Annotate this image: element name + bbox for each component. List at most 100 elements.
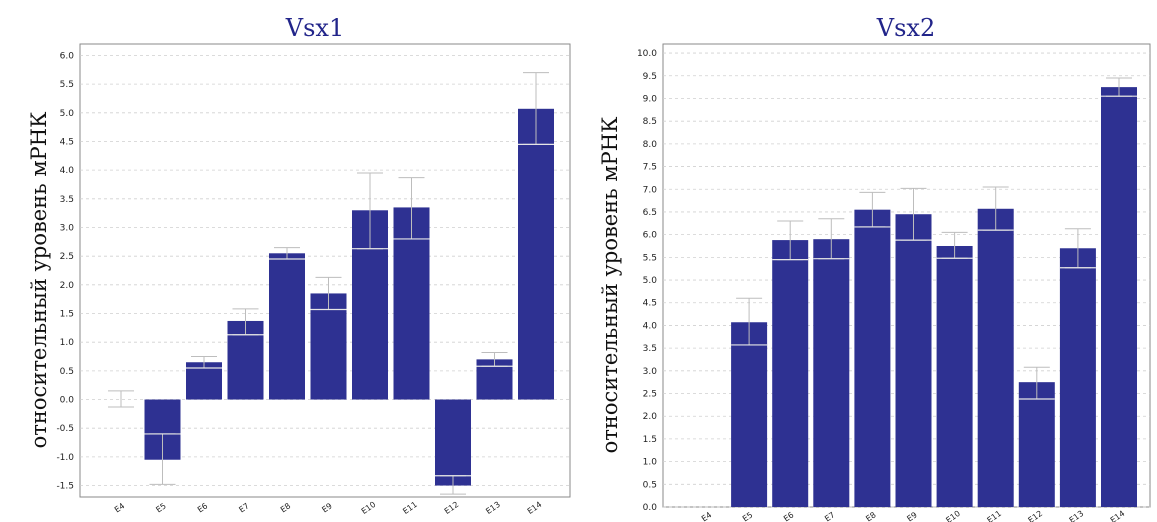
y-tick-label-vsx2: 4.0 <box>643 321 658 331</box>
x-tick-label-vsx1: E7 <box>237 501 250 514</box>
error-bar-vsx1-E9 <box>310 276 347 311</box>
y-tick-label-vsx1: 3.0 <box>60 223 75 233</box>
y-tick-label-vsx2: 8.0 <box>643 140 658 150</box>
bar-vsx1-E14 <box>518 108 554 400</box>
error-bar-vsx1-E4 <box>108 390 134 408</box>
y-tick-label-vsx1: 5.5 <box>60 80 74 90</box>
bars-vsx2 <box>731 77 1137 507</box>
chart-title-vsx2: Vsx2 <box>876 14 935 42</box>
error-bar-vsx1-E7 <box>227 308 264 336</box>
error-bar-vsx2-E12 <box>1018 366 1055 400</box>
x-tick-label-vsx1: E11 <box>401 500 419 516</box>
error-bar-vsx2-E8 <box>854 191 891 228</box>
y-tick-label-vsx2: 0.0 <box>643 503 658 513</box>
bars-vsx1 <box>108 72 554 495</box>
y-tick-label-vsx1: 4.5 <box>60 137 74 147</box>
x-tick-label-vsx2: E10 <box>944 509 962 522</box>
y-axis-label-vsx2: относительный уровень мРНК <box>598 117 622 454</box>
x-tick-label-vsx2: E13 <box>1068 509 1086 522</box>
x-tick-label-vsx1: E12 <box>443 500 461 516</box>
bar-vsx2-E12 <box>1018 382 1055 507</box>
y-tick-label-vsx2: 2.0 <box>643 412 658 422</box>
y-tick-label-vsx2: 1.0 <box>643 458 658 468</box>
x-tick-label-vsx2: E12 <box>1027 509 1045 522</box>
x-tick-label-vsx2: E6 <box>782 510 795 522</box>
error-bar-vsx2-E11 <box>977 186 1014 231</box>
error-bar-vsx2-E14 <box>1101 77 1137 97</box>
error-bar-vsx2-E5 <box>731 297 768 346</box>
y-tick-label-vsx2: 1.5 <box>643 435 657 445</box>
error-bar-vsx2-E13 <box>1059 228 1096 269</box>
x-tick-label-vsx1: E14 <box>526 500 544 516</box>
y-tick-label-vsx1: -1.5 <box>56 482 74 492</box>
bar-vsx2-E6 <box>772 240 809 507</box>
x-tick-label-vsx2: E11 <box>985 509 1003 522</box>
error-bar-vsx1-E12 <box>435 475 471 495</box>
x-tick-label-vsx2: E7 <box>823 510 836 522</box>
bar-vsx2-E8 <box>854 209 891 507</box>
error-bar-vsx1-E13 <box>476 351 513 367</box>
y-tick-label-vsx1: 1.0 <box>60 338 75 348</box>
bar-vsx1-E8 <box>269 253 305 400</box>
error-bar-vsx1-E6 <box>186 356 222 369</box>
y-tick-label-vsx2: 9.0 <box>643 94 658 104</box>
y-tick-label-vsx2: 0.5 <box>643 480 657 490</box>
bar-vsx2-E14 <box>1101 87 1137 507</box>
x-tick-label-vsx2: E14 <box>1109 509 1127 522</box>
x-tick-labels-vsx2: E4 E5 E6 E7 E8 E9 E10 E11 E12 E13 E14 <box>700 509 1127 522</box>
y-tick-label-vsx1: 6.0 <box>60 51 75 61</box>
error-bar-vsx2-E10 <box>936 231 973 259</box>
x-tick-label-vsx1: E5 <box>154 501 167 514</box>
y-tick-label-vsx1: 4.0 <box>60 166 75 176</box>
y-tick-labels-vsx2: 10.0 9.5 9.0 8.5 8.0 7.5 7.0 6.5 6.0 5.5 5.0 4.5 4.0… <box>637 49 657 513</box>
y-tick-label-vsx2: 6.5 <box>643 208 657 218</box>
x-tick-label-vsx2: E4 <box>700 510 713 522</box>
x-tick-label-vsx2: E8 <box>864 510 877 522</box>
chart-vsx1: Vsx1 относительный уровень мРНК 6.0 5.5 5.… <box>27 14 571 516</box>
error-bar-vsx2-E7 <box>813 218 850 260</box>
y-tick-labels-vsx1: 6.0 5.5 5.0 4.5 4.0 3.5 3.0 2.5 2.0 1.5 1.0 0.5 0.0 -… <box>56 51 74 491</box>
error-bar-vsx1-E14 <box>518 72 554 145</box>
bar-vsx2-E7 <box>813 239 850 507</box>
y-tick-label-vsx1: 5.0 <box>60 109 75 119</box>
x-tick-label-vsx2: E9 <box>905 510 918 522</box>
y-tick-label-vsx2: 5.5 <box>643 253 657 263</box>
y-tick-label-vsx1: 1.5 <box>60 310 74 320</box>
y-tick-label-vsx1: 3.5 <box>60 195 74 205</box>
x-tick-label-vsx1: E4 <box>113 501 126 514</box>
y-tick-label-vsx2: 7.5 <box>643 163 657 173</box>
error-bar-vsx1-E5 <box>144 433 181 485</box>
y-tick-label-vsx2: 10.0 <box>637 49 657 59</box>
y-tick-label-vsx1: 2.5 <box>60 252 74 262</box>
y-tick-label-vsx2: 3.0 <box>643 367 658 377</box>
bar-vsx2-E10 <box>936 245 973 507</box>
x-tick-label-vsx1: E13 <box>484 500 502 516</box>
error-bar-vsx1-E8 <box>269 247 305 260</box>
x-tick-label-vsx1: E10 <box>360 500 378 516</box>
x-tick-label-vsx1: E6 <box>196 501 209 514</box>
y-tick-label-vsx1: 0.5 <box>60 367 74 377</box>
y-tick-label-vsx2: 9.5 <box>643 72 657 82</box>
x-tick-label-vsx1: E9 <box>320 501 333 514</box>
error-bar-vsx1-E10 <box>352 172 388 250</box>
error-bar-vsx1-E11 <box>393 177 430 240</box>
y-tick-label-vsx2: 6.0 <box>643 231 658 241</box>
y-tick-label-vsx2: 3.5 <box>643 344 657 354</box>
error-bar-vsx2-E6 <box>772 220 809 261</box>
chart-vsx2: Vsx2 относительный уровень мРНК 10.0 9.5 9… <box>598 14 1151 522</box>
y-tick-label-vsx2: 4.5 <box>643 299 657 309</box>
bar-vsx1-E9 <box>310 293 347 400</box>
y-tick-label-vsx2: 2.5 <box>643 390 657 400</box>
chart-title-vsx1: Vsx1 <box>285 14 344 42</box>
bar-vsx2-E5 <box>731 322 768 507</box>
y-tick-label-vsx1: -0.5 <box>56 424 74 434</box>
x-tick-labels-vsx1: E4 E5 E6 E7 E8 E9 E10 E11 E12 E13 E14 <box>113 500 544 516</box>
y-tick-label-vsx2: 8.5 <box>643 117 657 127</box>
error-bar-vsx2-E9 <box>895 187 932 241</box>
bar-vsx1-E12 <box>435 399 471 486</box>
y-tick-label-vsx2: 5.0 <box>643 276 658 286</box>
x-tick-label-vsx1: E8 <box>279 501 292 514</box>
y-axis-label-vsx1: относительный уровень мРНК <box>27 112 51 449</box>
bar-vsx2-E13 <box>1059 248 1096 507</box>
